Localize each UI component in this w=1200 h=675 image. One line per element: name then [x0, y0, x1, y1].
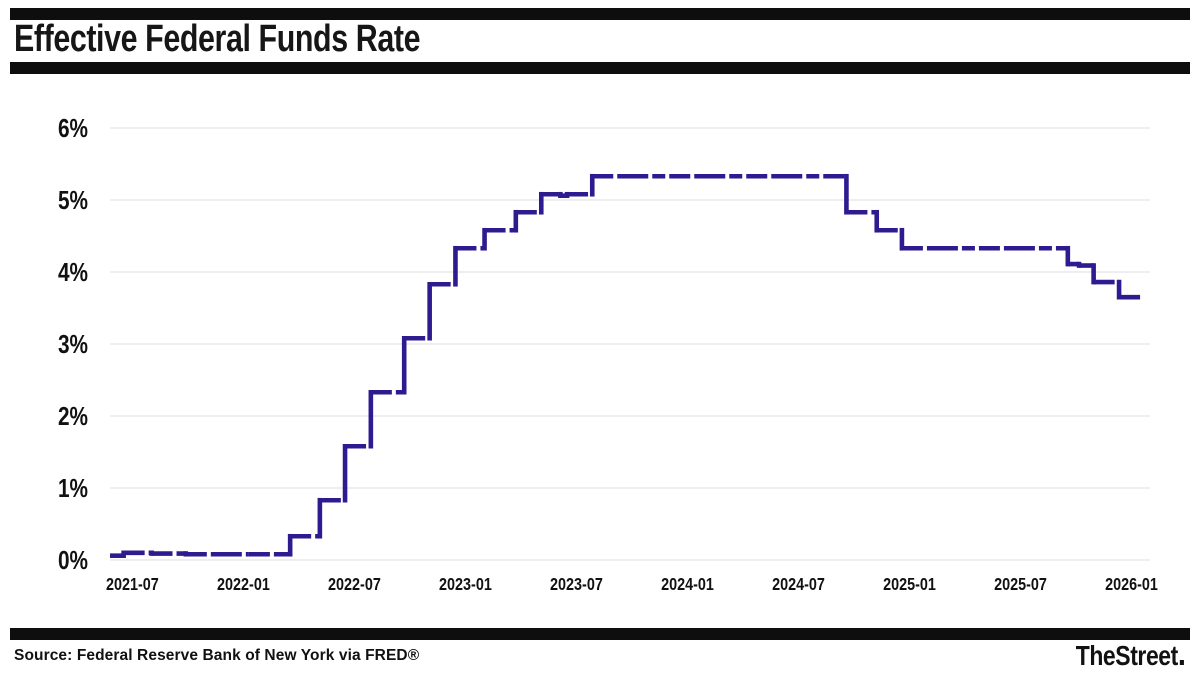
x-axis-tick: 2026-01: [1105, 575, 1158, 595]
x-axis-tick: 2024-07: [772, 575, 825, 595]
x-axis-tick-label: 2021-07: [106, 575, 159, 595]
x-axis-tick: 2025-01: [883, 575, 936, 595]
thestreet-logo-dot: [1179, 660, 1184, 665]
x-axis-tick-label: 2025-07: [994, 575, 1047, 595]
y-axis-tick: 3%: [58, 330, 88, 359]
x-axis-tick: 2022-01: [217, 575, 270, 595]
y-axis-tick: 1%: [58, 474, 88, 503]
top-rule-bar: [10, 8, 1190, 20]
x-axis-tick: 2021-07: [106, 575, 159, 595]
x-axis-tick-label: 2022-07: [328, 575, 381, 595]
y-axis-tick-label: 1%: [58, 474, 88, 503]
x-axis-tick-label: 2023-01: [439, 575, 492, 595]
x-axis-tick: 2023-07: [550, 575, 603, 595]
y-axis-tick: 5%: [58, 186, 88, 215]
thestreet-logo-text: TheStreet: [1076, 640, 1179, 671]
y-axis-tick: 4%: [58, 258, 88, 287]
x-axis-tick-label: 2024-07: [772, 575, 825, 595]
title-rule-bar: [10, 62, 1190, 74]
x-axis-tick-label: 2026-01: [1105, 575, 1158, 595]
source-attribution: Source: Federal Reserve Bank of New York…: [14, 647, 420, 664]
y-axis-tick-label: 5%: [58, 186, 88, 215]
y-axis-tick-label: 4%: [58, 258, 88, 287]
y-axis-tick: 0%: [58, 546, 88, 575]
y-axis-tick-label: 3%: [58, 330, 88, 359]
x-axis-tick: 2024-01: [661, 575, 714, 595]
y-axis-tick-label: 6%: [58, 114, 88, 143]
y-axis-tick-label: 2%: [58, 402, 88, 431]
x-axis-tick: 2023-01: [439, 575, 492, 595]
x-axis-tick: 2025-07: [994, 575, 1047, 595]
x-axis-tick-label: 2023-07: [550, 575, 603, 595]
x-axis-tick-label: 2025-01: [883, 575, 936, 595]
y-axis-tick: 2%: [58, 402, 88, 431]
y-axis-tick-label: 0%: [58, 546, 88, 575]
page-title: Effective Federal Funds Rate: [14, 18, 421, 60]
x-axis-tick-label: 2024-01: [661, 575, 714, 595]
footer-rule-bar: [10, 628, 1190, 640]
thestreet-logo: TheStreet: [1076, 640, 1184, 672]
x-axis-tick-label: 2022-01: [217, 575, 270, 595]
y-axis-tick: 6%: [58, 114, 88, 143]
x-axis-tick: 2022-07: [328, 575, 381, 595]
